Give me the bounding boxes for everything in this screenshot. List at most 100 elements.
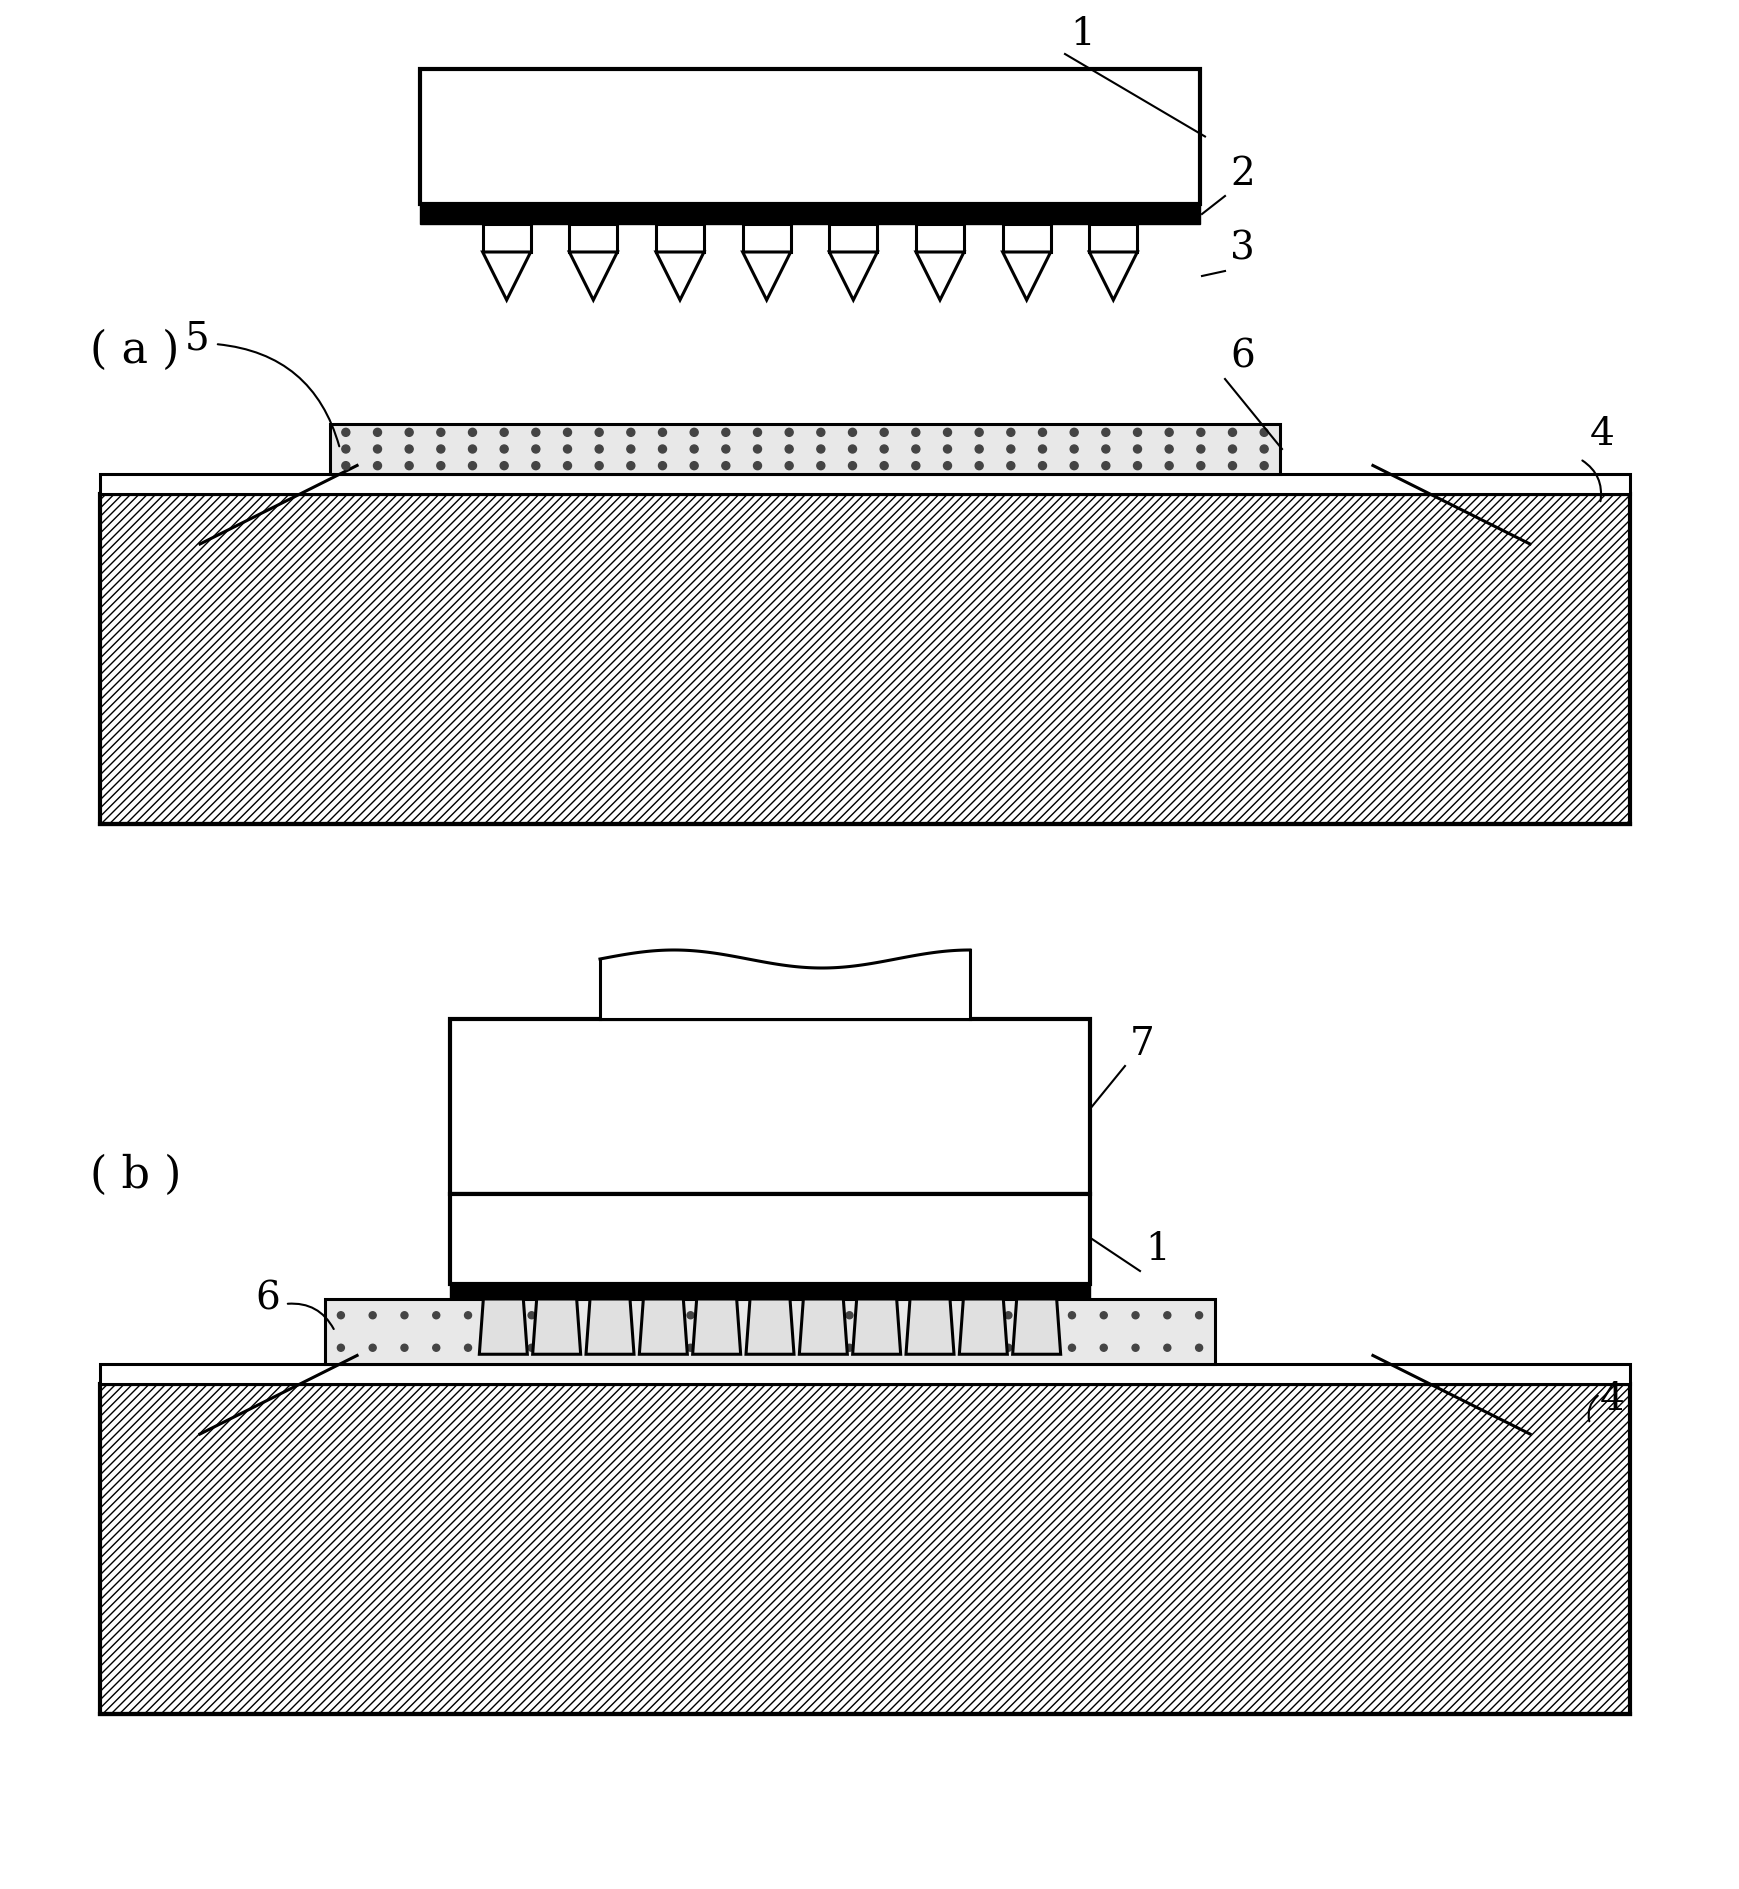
Bar bbox=[101, 1364, 1629, 1385]
Bar bbox=[421, 204, 1200, 225]
Text: 5: 5 bbox=[184, 321, 210, 357]
Polygon shape bbox=[569, 253, 617, 300]
Circle shape bbox=[814, 1313, 821, 1319]
Circle shape bbox=[814, 1345, 821, 1351]
Text: 3: 3 bbox=[1229, 230, 1256, 268]
Bar bbox=[450, 1020, 1090, 1194]
Circle shape bbox=[783, 1313, 790, 1319]
Circle shape bbox=[1069, 463, 1078, 470]
Circle shape bbox=[343, 429, 350, 436]
Circle shape bbox=[337, 1313, 344, 1319]
Circle shape bbox=[1069, 429, 1078, 436]
Circle shape bbox=[405, 446, 414, 453]
Polygon shape bbox=[746, 1300, 795, 1354]
Circle shape bbox=[1228, 463, 1236, 470]
Circle shape bbox=[624, 1345, 631, 1351]
Circle shape bbox=[849, 463, 857, 470]
Circle shape bbox=[1196, 1345, 1203, 1351]
Circle shape bbox=[786, 446, 793, 453]
Circle shape bbox=[436, 463, 445, 470]
Circle shape bbox=[845, 1313, 852, 1319]
Circle shape bbox=[563, 429, 572, 436]
Circle shape bbox=[1228, 429, 1236, 436]
Circle shape bbox=[1165, 446, 1174, 453]
Circle shape bbox=[1068, 1345, 1075, 1351]
Circle shape bbox=[1228, 446, 1236, 453]
Circle shape bbox=[687, 1345, 694, 1351]
Circle shape bbox=[1036, 1345, 1043, 1351]
Circle shape bbox=[532, 429, 539, 436]
Text: 2: 2 bbox=[1229, 157, 1256, 193]
Circle shape bbox=[817, 429, 824, 436]
Circle shape bbox=[1132, 1313, 1139, 1319]
Circle shape bbox=[659, 446, 666, 453]
Circle shape bbox=[1132, 1345, 1139, 1351]
Circle shape bbox=[591, 1313, 598, 1319]
Circle shape bbox=[880, 463, 889, 470]
Polygon shape bbox=[640, 1300, 687, 1354]
Circle shape bbox=[944, 429, 951, 436]
Bar bbox=[450, 1285, 1090, 1300]
Circle shape bbox=[909, 1345, 916, 1351]
Polygon shape bbox=[830, 253, 878, 300]
Bar bbox=[916, 225, 963, 253]
Circle shape bbox=[501, 463, 508, 470]
Circle shape bbox=[941, 1313, 948, 1319]
Circle shape bbox=[911, 446, 920, 453]
Circle shape bbox=[1101, 1345, 1108, 1351]
Circle shape bbox=[941, 1345, 948, 1351]
Circle shape bbox=[1196, 1313, 1203, 1319]
Circle shape bbox=[1103, 463, 1109, 470]
Circle shape bbox=[1007, 429, 1016, 436]
Circle shape bbox=[690, 446, 697, 453]
Circle shape bbox=[595, 446, 603, 453]
Circle shape bbox=[595, 463, 603, 470]
Circle shape bbox=[817, 463, 824, 470]
Bar bbox=[830, 225, 878, 253]
Circle shape bbox=[849, 429, 857, 436]
Text: 1: 1 bbox=[1069, 15, 1094, 53]
Circle shape bbox=[1196, 429, 1205, 436]
Circle shape bbox=[436, 446, 445, 453]
Bar bbox=[1003, 225, 1050, 253]
Polygon shape bbox=[483, 253, 530, 300]
Circle shape bbox=[464, 1345, 471, 1351]
Circle shape bbox=[1007, 463, 1016, 470]
Bar bbox=[569, 225, 617, 253]
Circle shape bbox=[656, 1313, 663, 1319]
Circle shape bbox=[405, 429, 414, 436]
Circle shape bbox=[753, 446, 762, 453]
Circle shape bbox=[690, 429, 697, 436]
Circle shape bbox=[1007, 446, 1016, 453]
Text: 4: 4 bbox=[1589, 416, 1616, 453]
Circle shape bbox=[878, 1313, 885, 1319]
Circle shape bbox=[1134, 446, 1141, 453]
Circle shape bbox=[591, 1345, 598, 1351]
Circle shape bbox=[464, 1313, 471, 1319]
Bar bbox=[1089, 225, 1137, 253]
Circle shape bbox=[911, 429, 920, 436]
Text: 1: 1 bbox=[1144, 1230, 1170, 1268]
Circle shape bbox=[624, 1313, 631, 1319]
Circle shape bbox=[402, 1313, 409, 1319]
Circle shape bbox=[944, 446, 951, 453]
Circle shape bbox=[878, 1345, 885, 1351]
Circle shape bbox=[753, 463, 762, 470]
Circle shape bbox=[783, 1345, 790, 1351]
Text: 7: 7 bbox=[1130, 1026, 1155, 1062]
Circle shape bbox=[880, 429, 889, 436]
Circle shape bbox=[976, 446, 983, 453]
Circle shape bbox=[1134, 429, 1141, 436]
Bar bbox=[101, 474, 1629, 495]
Circle shape bbox=[786, 429, 793, 436]
Circle shape bbox=[1038, 463, 1047, 470]
Bar bbox=[325, 1300, 1216, 1364]
Polygon shape bbox=[800, 1300, 847, 1354]
Circle shape bbox=[560, 1345, 567, 1351]
Circle shape bbox=[626, 446, 635, 453]
Text: ( b ): ( b ) bbox=[90, 1152, 181, 1196]
Circle shape bbox=[751, 1313, 758, 1319]
Circle shape bbox=[718, 1313, 725, 1319]
Circle shape bbox=[529, 1313, 536, 1319]
Circle shape bbox=[402, 1345, 409, 1351]
